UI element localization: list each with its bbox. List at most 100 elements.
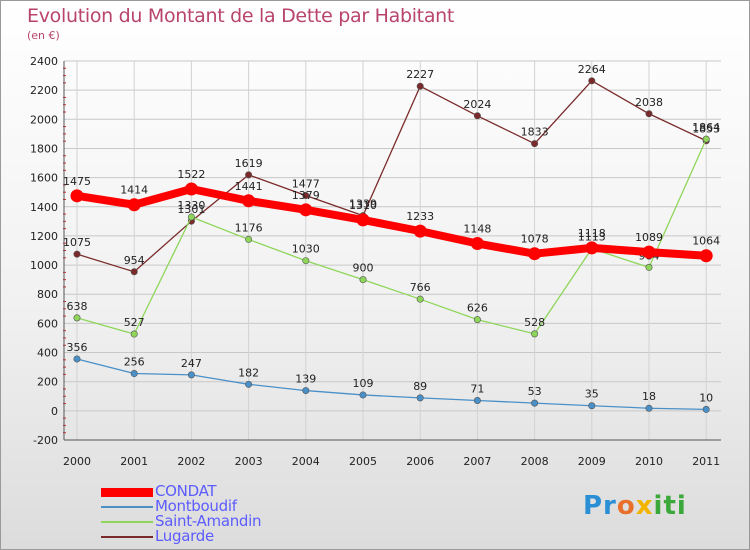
data-point-montboudif <box>245 380 253 388</box>
data-label-condat: 1078 <box>521 233 549 246</box>
y-tick-label: 1400 <box>30 201 58 214</box>
legend-swatch-montboudif <box>101 506 153 508</box>
data-point-condat <box>242 194 256 208</box>
y-tick-label: 400 <box>37 347 58 360</box>
legend-label-lugarde: Lugarde <box>155 527 214 545</box>
x-tick-label: 2000 <box>63 455 91 468</box>
data-point-lugarde <box>130 268 138 276</box>
chart-title: Evolution du Montant de la Dette par Hab… <box>27 5 455 27</box>
data-label-lugarde: 1339 <box>349 198 377 211</box>
data-label-montboudif: 182 <box>238 366 259 379</box>
data-label-condat: 1089 <box>635 231 663 244</box>
data-point-saint-amandin <box>359 276 367 284</box>
y-tick-label: 1600 <box>30 172 58 185</box>
data-label-montboudif: 356 <box>67 341 88 354</box>
data-point-montboudif <box>473 396 481 404</box>
data-label-montboudif: 10 <box>699 391 713 404</box>
data-label-condat: 1379 <box>292 189 320 202</box>
data-label-montboudif: 256 <box>124 356 145 369</box>
data-label-condat: 1522 <box>177 168 205 181</box>
data-point-condat <box>585 241 599 255</box>
data-point-montboudif <box>416 394 424 402</box>
data-point-saint-amandin <box>416 295 424 303</box>
chart-subtitle: (en €) <box>27 29 60 42</box>
data-point-condat <box>642 245 656 259</box>
data-point-saint-amandin <box>130 330 138 338</box>
data-label-montboudif: 89 <box>413 380 427 393</box>
data-label-condat: 1064 <box>692 235 720 248</box>
data-label-saint-amandin: 1030 <box>292 243 320 256</box>
data-point-montboudif <box>359 391 367 399</box>
data-label-saint-amandin: 638 <box>67 300 88 313</box>
data-label-lugarde: 2024 <box>463 98 491 111</box>
legend-swatch-condat <box>101 488 153 497</box>
data-point-condat <box>413 224 427 238</box>
y-tick-label: 1000 <box>30 259 58 272</box>
x-tick-label: 2009 <box>578 455 606 468</box>
data-label-lugarde: 1833 <box>521 126 549 139</box>
data-point-condat <box>70 189 84 203</box>
data-point-saint-amandin <box>531 330 539 338</box>
data-label-saint-amandin: 900 <box>353 262 374 275</box>
data-point-montboudif <box>531 399 539 407</box>
data-label-lugarde: 2264 <box>578 63 606 76</box>
data-label-lugarde: 1619 <box>235 157 263 170</box>
data-label-saint-amandin: 527 <box>124 316 145 329</box>
data-point-condat <box>299 203 313 217</box>
data-point-condat <box>528 247 542 261</box>
data-label-montboudif: 18 <box>642 390 656 403</box>
data-label-lugarde: 2227 <box>406 68 434 81</box>
data-label-montboudif: 139 <box>295 373 316 386</box>
data-label-montboudif: 53 <box>528 385 542 398</box>
data-point-saint-amandin <box>473 316 481 324</box>
data-label-condat: 1441 <box>235 180 263 193</box>
legend-label-condat: CONDAT <box>155 482 217 500</box>
data-label-lugarde: 1075 <box>63 236 91 249</box>
series-line-condat <box>76 184 707 260</box>
data-label-condat: 1475 <box>63 175 91 188</box>
data-label-condat: 1414 <box>120 184 148 197</box>
data-label-saint-amandin: 766 <box>410 281 431 294</box>
x-tick-label: 2002 <box>177 455 205 468</box>
legend-swatch-saint-amandin <box>101 521 153 523</box>
series-line-saint-amandin <box>76 138 707 335</box>
data-label-saint-amandin: 528 <box>524 316 545 329</box>
y-tick-label: 800 <box>37 288 58 301</box>
data-label-lugarde: 1301 <box>177 203 205 216</box>
data-label-lugarde: 954 <box>124 254 145 267</box>
data-label-saint-amandin: 1330 <box>177 199 205 212</box>
data-point-condat <box>127 198 141 212</box>
y-tick-label: -200 <box>33 434 58 447</box>
data-label-lugarde: 2038 <box>635 96 663 109</box>
series-line-lugarde <box>76 80 707 273</box>
data-point-montboudif <box>130 370 138 378</box>
data-point-montboudif <box>702 405 710 413</box>
y-tick-label: 2200 <box>30 84 58 97</box>
y-tick-label: 2000 <box>30 113 58 126</box>
x-tick-label: 2007 <box>463 455 491 468</box>
data-point-lugarde <box>645 110 653 118</box>
data-point-lugarde <box>302 192 310 200</box>
x-tick-label: 2006 <box>406 455 434 468</box>
data-point-saint-amandin <box>73 314 81 322</box>
data-label-lugarde: 1477 <box>292 178 320 191</box>
y-tick-label: 2400 <box>30 55 58 68</box>
data-label-condat: 1148 <box>463 223 491 236</box>
data-label-saint-amandin: 626 <box>467 302 488 315</box>
series-line-montboudif <box>76 358 707 411</box>
y-tick-label: 1800 <box>30 142 58 155</box>
y-tick-label: 1200 <box>30 230 58 243</box>
x-tick-label: 2011 <box>692 455 720 468</box>
x-tick-label: 2010 <box>635 455 663 468</box>
data-label-montboudif: 35 <box>585 388 599 401</box>
data-point-lugarde <box>531 140 539 148</box>
data-point-lugarde <box>245 171 253 179</box>
data-label-saint-amandin: 1176 <box>235 221 263 234</box>
data-label-saint-amandin: 1113 <box>578 231 606 244</box>
data-point-saint-amandin <box>645 263 653 271</box>
data-point-lugarde <box>473 112 481 120</box>
data-point-condat <box>184 182 198 196</box>
x-tick-label: 2004 <box>292 455 320 468</box>
